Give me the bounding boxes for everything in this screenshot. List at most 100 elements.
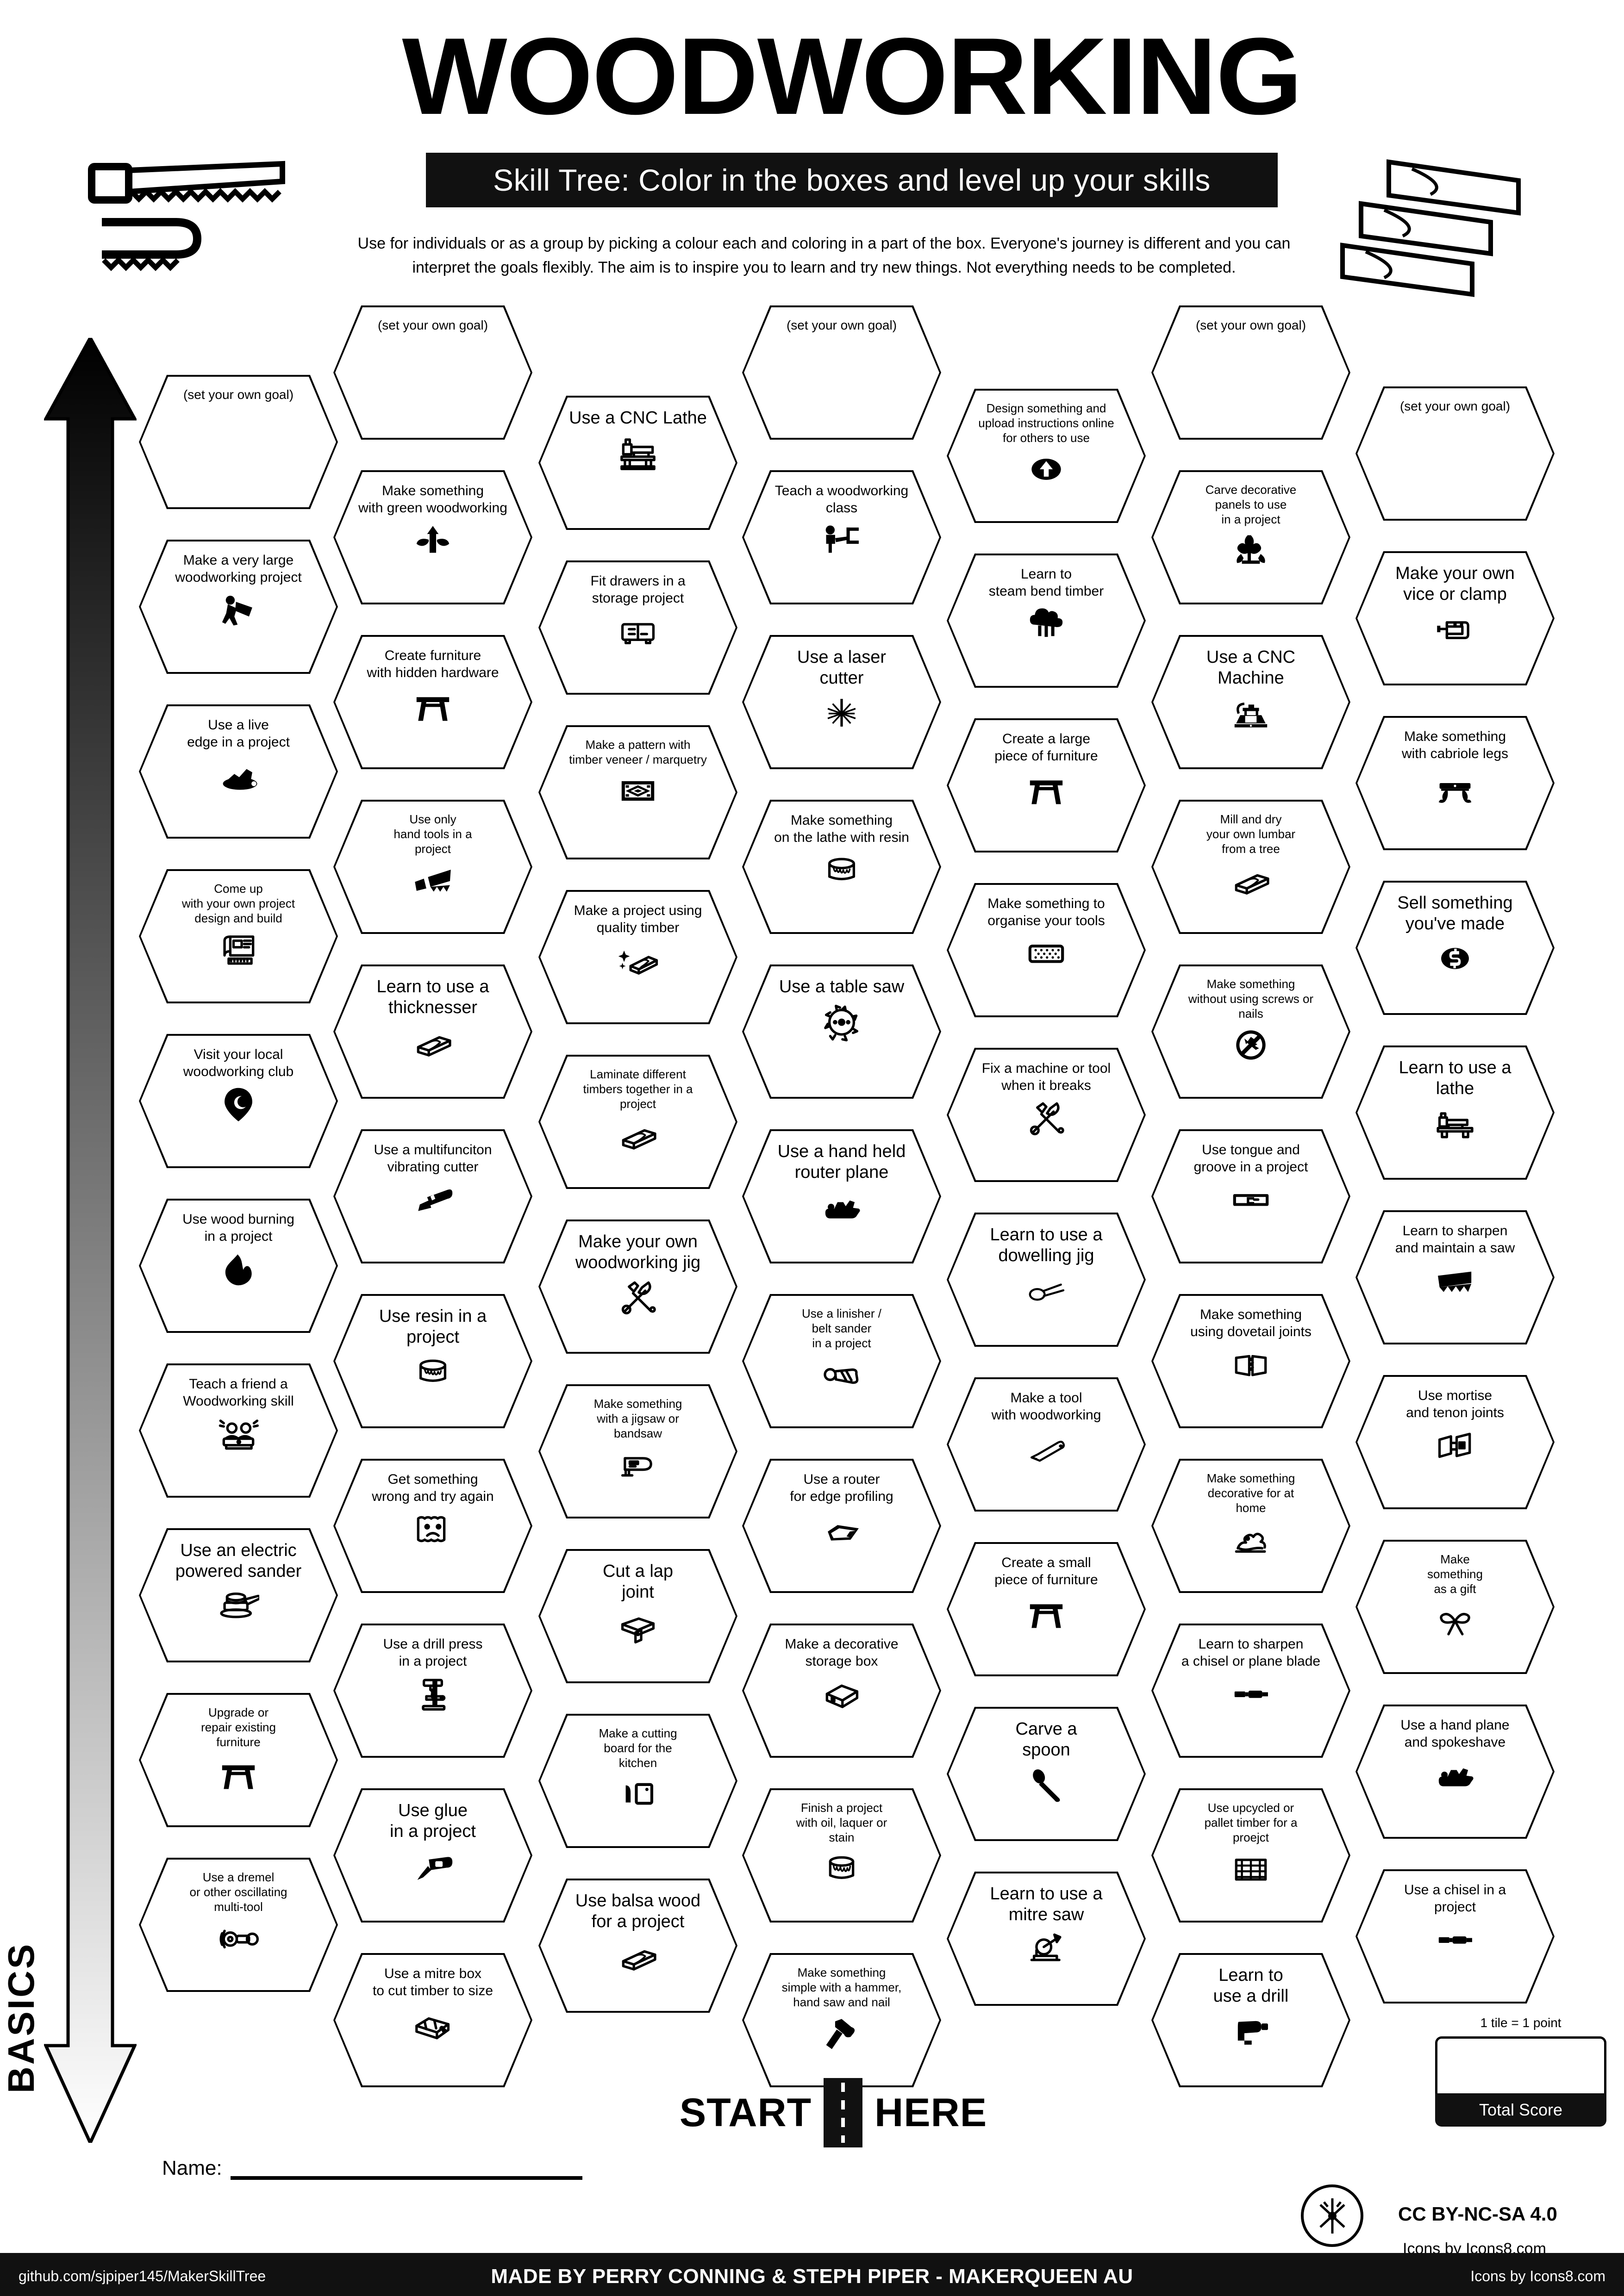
skill-hex-c7-r6[interactable]: Learn to sharpen and maintain a saw bbox=[1355, 1210, 1555, 1344]
skill-hex-body: Learn to use a mitre saw bbox=[949, 1873, 1144, 2004]
skill-hex-body: Use a linisher / belt sander in a project bbox=[744, 1296, 939, 1426]
skill-hex-body: Use a table saw bbox=[744, 966, 939, 1097]
skill-hex-c4-r6[interactable]: Use a hand held router plane bbox=[742, 1129, 941, 1263]
hand-plane-icon bbox=[1434, 1755, 1476, 1795]
skill-hex-c4-r7[interactable]: Use a linisher / belt sander in a project bbox=[742, 1294, 941, 1428]
skill-hex-c4-r9[interactable]: Make a decorative storage box bbox=[742, 1624, 941, 1758]
skill-hex-c3-r2[interactable]: Fit drawers in a storage project bbox=[538, 560, 737, 695]
skill-hex-c7-r4[interactable]: Sell something you've made bbox=[1355, 881, 1555, 1015]
skill-hex-c7-r3[interactable]: Make something with cabriole legs bbox=[1355, 716, 1555, 850]
skill-hex-label: Make your own woodworking jig bbox=[575, 1232, 701, 1272]
skill-hex-c7-r7[interactable]: Use mortise and tenon joints bbox=[1355, 1375, 1555, 1509]
skill-hex-c7-r8[interactable]: Make something as a gift bbox=[1355, 1540, 1555, 1674]
road-icon bbox=[824, 2078, 863, 2147]
skill-hex-c4-r1[interactable]: (set your own goal) bbox=[742, 305, 941, 440]
skill-hex-c1-r7[interactable]: Teach a friend a Woodworking skill bbox=[139, 1363, 338, 1498]
skill-hex-c3-r10[interactable]: Use balsa wood for a project bbox=[538, 1879, 737, 2013]
skill-hex-label: Mill and dry your own lumbar from a tree bbox=[1206, 812, 1296, 856]
skill-hex-c7-r9[interactable]: Use a hand plane and spokeshave bbox=[1355, 1705, 1555, 1839]
skill-hex-c3-r6[interactable]: Make your own woodworking jig bbox=[538, 1220, 737, 1354]
skill-hex-c4-r4[interactable]: Make something on the lathe with resin bbox=[742, 800, 941, 934]
skill-hex-c2-r2[interactable]: Make something with green woodworking bbox=[333, 470, 532, 604]
skill-hex-c2-r5[interactable]: Learn to use a thicknesser bbox=[333, 964, 532, 1099]
skill-hex-c1-r6[interactable]: Use wood burning in a project bbox=[139, 1199, 338, 1333]
skill-hex-c6-r2[interactable]: Carve decorative panels to use in a projec… bbox=[1151, 470, 1350, 604]
skill-hex-body: Make something to organise your tools bbox=[949, 885, 1144, 1015]
skill-hex-c2-r4[interactable]: Use only hand tools in a project bbox=[333, 800, 532, 934]
skill-hex-c5-r6[interactable]: Learn to use a dowelling jig bbox=[947, 1213, 1146, 1347]
skill-hex-c3-r7[interactable]: Make something with a jigsaw or bandsaw bbox=[538, 1384, 737, 1518]
skill-hex-c7-r10[interactable]: Use a chisel in a project bbox=[1355, 1869, 1555, 2004]
skill-hex-c1-r4[interactable]: Come up with your own project design and b… bbox=[139, 869, 338, 1003]
skill-hex-c2-r9[interactable]: Use a drill press in a project bbox=[333, 1624, 532, 1758]
skill-hex-c2-r6[interactable]: Use a multifunciton vibrating cutter bbox=[333, 1129, 532, 1263]
skill-hex-c3-r1[interactable]: Use a CNC Lathe bbox=[538, 396, 737, 530]
skill-hex-c2-r11[interactable]: Use a mitre box to cut timber to size bbox=[333, 1953, 532, 2087]
score-hint: 1 tile = 1 point bbox=[1480, 2016, 1562, 2030]
skill-hex-c4-r2[interactable]: Teach a woodworking class bbox=[742, 470, 941, 604]
skill-hex-c5-r7[interactable]: Make a tool with woodworking bbox=[947, 1377, 1146, 1512]
timber-stack-icon bbox=[617, 1936, 659, 1977]
skill-hex-label: Use a table saw bbox=[779, 977, 905, 996]
skill-hex-c6-r9[interactable]: Learn to sharpen a chisel or plane blade bbox=[1151, 1624, 1350, 1758]
skill-hex-c1-r2[interactable]: Make a very large woodworking project bbox=[139, 540, 338, 674]
skill-hex-c1-r9[interactable]: Upgrade or repair existing furniture bbox=[139, 1693, 338, 1827]
skill-hex-c3-r4[interactable]: Make a project using quality timber bbox=[538, 890, 737, 1024]
skill-hex-c3-r8[interactable]: Cut a lap joint bbox=[538, 1549, 737, 1683]
footer-github-link[interactable]: github.com/sjpiper145/MakerSkillTree bbox=[19, 2268, 266, 2284]
blueprint-icon bbox=[218, 929, 259, 970]
table-icon bbox=[1025, 768, 1067, 809]
power-drill-icon bbox=[1230, 2010, 1272, 2051]
skill-hex-c1-r3[interactable]: Use a live edge in a project bbox=[139, 704, 338, 839]
skill-hex-c3-r3[interactable]: Make a pattern with timber veneer / marqu… bbox=[538, 725, 737, 859]
skill-hex-c7-r5[interactable]: Learn to use a lathe bbox=[1355, 1045, 1555, 1180]
skill-hex-c1-r5[interactable]: Visit your local woodworking club bbox=[139, 1034, 338, 1168]
skill-hex-c6-r8[interactable]: Make something decorative for at home bbox=[1151, 1459, 1350, 1593]
sad-face-icon bbox=[412, 1509, 454, 1549]
skill-hex-body: Make something using dovetail joints bbox=[1153, 1296, 1349, 1426]
skill-hex-c3-r9[interactable]: Make a cutting board for the kitchen bbox=[538, 1714, 737, 1848]
skill-hex-c7-r2[interactable]: Make your own vice or clamp bbox=[1355, 551, 1555, 685]
skill-hex-c6-r10[interactable]: Use upcycled or pallet timber for a proejc… bbox=[1151, 1788, 1350, 1923]
skill-hex-c7-r1[interactable]: (set your own goal) bbox=[1355, 386, 1555, 521]
name-input-line[interactable] bbox=[230, 2174, 582, 2180]
skill-hex-c5-r9[interactable]: Carve a spoon bbox=[947, 1707, 1146, 1841]
name-field-row[interactable]: Name: bbox=[162, 2147, 671, 2180]
skill-hex-label: Make your own vice or clamp bbox=[1395, 564, 1515, 604]
skill-hex-c6-r11[interactable]: Learn to use a drill bbox=[1151, 1953, 1350, 2087]
skill-hex-label: Visit your local woodworking club bbox=[183, 1047, 294, 1079]
lap-joint-icon bbox=[617, 1606, 659, 1647]
skill-hex-c1-r8[interactable]: Use an electric powered sander bbox=[139, 1528, 338, 1662]
table-icon bbox=[1025, 1592, 1067, 1633]
skill-hex-c5-r10[interactable]: Learn to use a mitre saw bbox=[947, 1872, 1146, 2006]
skill-hex-c2-r3[interactable]: Create furniture with hidden hardware bbox=[333, 635, 532, 769]
skill-hex-c2-r10[interactable]: Use glue in a project bbox=[333, 1788, 532, 1923]
skill-hex-c4-r11[interactable]: Make something simple with a hammer, hand … bbox=[742, 1953, 941, 2087]
skill-hex-c5-r5[interactable]: Fix a machine or tool when it breaks bbox=[947, 1048, 1146, 1182]
skill-hex-c1-r10[interactable]: Use a dremel or other oscillating multi-to… bbox=[139, 1858, 338, 1992]
skill-hex-c2-r8[interactable]: Get something wrong and try again bbox=[333, 1459, 532, 1593]
skill-hex-c6-r3[interactable]: Use a CNC Machine bbox=[1151, 635, 1350, 769]
skill-hex-body: Sell something you've made bbox=[1357, 883, 1553, 1013]
skill-hex-c6-r5[interactable]: Make something without using screws or nai… bbox=[1151, 964, 1350, 1099]
skill-hex-label: Use a mitre box to cut timber to size bbox=[372, 1966, 493, 1998]
skill-hex-c4-r10[interactable]: Finish a project with oil, laquer or stain bbox=[742, 1788, 941, 1923]
skill-hex-c4-r8[interactable]: Use a router for edge profiling bbox=[742, 1459, 941, 1593]
skill-hex-c4-r5[interactable]: Use a table saw bbox=[742, 964, 941, 1099]
skill-hex-c6-r4[interactable]: Mill and dry your own lumbar from a tree bbox=[1151, 800, 1350, 934]
score-input[interactable] bbox=[1435, 2036, 1606, 2096]
skill-hex-c5-r2[interactable]: Learn to steam bend timber bbox=[947, 554, 1146, 688]
skill-hex-c6-r6[interactable]: Use tongue and groove in a project bbox=[1151, 1129, 1350, 1263]
skill-hex-c2-r1[interactable]: (set your own goal) bbox=[333, 305, 532, 440]
tools-cross-icon bbox=[1025, 1098, 1067, 1139]
skill-hex-c5-r3[interactable]: Create a large piece of furniture bbox=[947, 718, 1146, 852]
skill-hex-c6-r1[interactable]: (set your own goal) bbox=[1151, 305, 1350, 440]
skill-hex-c4-r3[interactable]: Use a laser cutter bbox=[742, 635, 941, 769]
skill-hex-c5-r1[interactable]: Design something and upload instructions … bbox=[947, 389, 1146, 523]
skill-hex-c2-r7[interactable]: Use resin in a project bbox=[333, 1294, 532, 1428]
skill-hex-c5-r8[interactable]: Create a small piece of furniture bbox=[947, 1542, 1146, 1676]
skill-hex-c5-r4[interactable]: Make something to organise your tools bbox=[947, 883, 1146, 1017]
skill-hex-c1-r1[interactable]: (set your own goal) bbox=[139, 375, 338, 509]
skill-hex-c6-r7[interactable]: Make something using dovetail joints bbox=[1151, 1294, 1350, 1428]
